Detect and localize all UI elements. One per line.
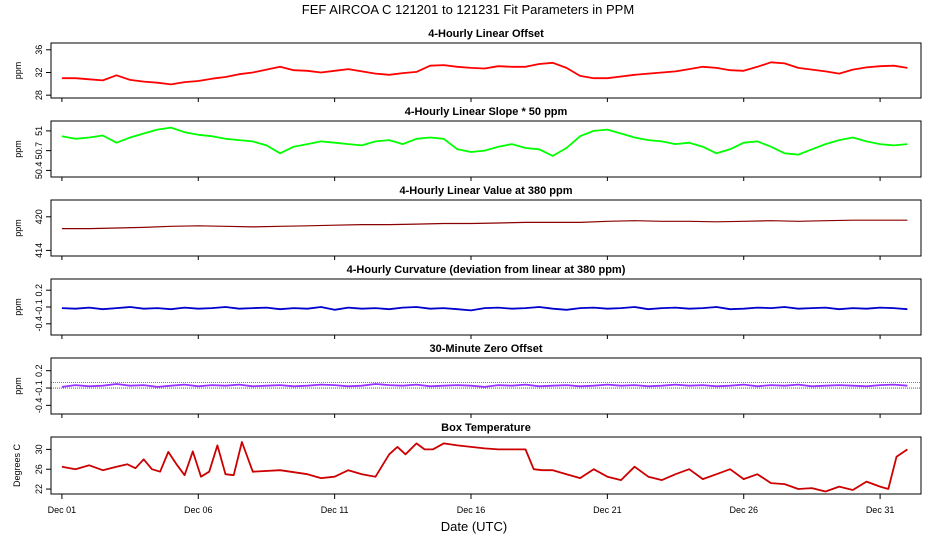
y-axis-label: ppm xyxy=(13,219,23,237)
plot-frame xyxy=(50,199,922,257)
panel-title: 4-Hourly Linear Value at 380 ppm xyxy=(399,185,572,197)
panel-title: 4-Hourly Linear Offset xyxy=(428,28,544,40)
y-tick-label: -0.4 xyxy=(34,316,44,332)
panel-title: 4-Hourly Curvature (deviation from linea… xyxy=(347,264,626,276)
panel-4: 4-Hourly Curvature (deviation from linea… xyxy=(13,264,922,339)
y-tick-label: 50.4 xyxy=(34,162,44,180)
x-tick-label: Dec 16 xyxy=(457,505,486,515)
y-axis-label: Degrees C xyxy=(12,443,22,487)
x-tick-label: Dec 11 xyxy=(321,505,349,515)
y-tick-label: -0.4 xyxy=(34,398,44,414)
x-axis: Dec 01 Dec 06 Dec 11 Dec 16 Dec 21 Dec 26 Dec … xyxy=(48,494,895,515)
panel-3: 4-Hourly Linear Value at 380 ppm ppm 414 42… xyxy=(13,185,922,260)
y-tick-label: 26 xyxy=(34,464,44,474)
panel-title: 30-Minute Zero Offset xyxy=(429,343,542,355)
x-tick-label: Dec 01 xyxy=(48,505,77,515)
x-axis-label: Date (UTC) xyxy=(441,519,507,534)
x-tick-label: Dec 26 xyxy=(729,505,758,515)
y-axis-label: ppm xyxy=(13,298,23,316)
y-tick-label: -0.1 xyxy=(34,299,44,315)
panel-6: Box Temperature Degrees C 22 26 30 xyxy=(12,422,922,495)
plot-frame xyxy=(50,42,922,99)
series-line xyxy=(61,441,908,493)
figure-title: FEF AIRCOA C 121201 to 121231 Fit Parame… xyxy=(302,2,634,17)
panel-1: 4-Hourly Linear Offset ppm 28 32 36 xyxy=(13,28,922,102)
y-axis-label: ppm xyxy=(13,62,23,80)
panel-title: Box Temperature xyxy=(441,422,531,434)
y-tick-label: 28 xyxy=(34,90,44,100)
x-tick-label: Dec 31 xyxy=(866,505,895,515)
panel-title: 4-Hourly Linear Slope * 50 ppm xyxy=(405,106,568,118)
y-tick-label: 36 xyxy=(34,45,44,55)
x-tick-label: Dec 21 xyxy=(593,505,622,515)
y-tick-label: 30 xyxy=(34,444,44,454)
y-axis-label: ppm xyxy=(13,140,23,158)
series-line xyxy=(61,219,908,230)
x-tick-label: Dec 06 xyxy=(184,505,213,515)
panels: 4-Hourly Linear Offsetppm2832364-Hourly … xyxy=(12,28,922,495)
series-line xyxy=(61,126,908,157)
plot-frame xyxy=(50,436,922,495)
y-tick-label: 22 xyxy=(34,484,44,494)
y-axis-label: ppm xyxy=(13,377,23,395)
y-tick-label: -0.1 xyxy=(34,380,44,396)
plot-frame xyxy=(50,357,922,415)
y-tick-label: 0.2 xyxy=(34,364,44,377)
y-tick-label: 420 xyxy=(34,209,44,224)
panel-5: 30-Minute Zero Offset ppm -0.4 -0.1 0.2 xyxy=(13,343,922,418)
series-line xyxy=(61,383,908,388)
plot-frame xyxy=(50,120,922,178)
panel-2: 4-Hourly Linear Slope * 50 ppm ppm 50.4 50.… xyxy=(13,106,922,181)
series-line xyxy=(61,61,908,86)
series-line xyxy=(61,306,908,312)
y-tick-label: 414 xyxy=(34,243,44,258)
y-tick-label: 32 xyxy=(34,67,44,77)
y-tick-label: 0.2 xyxy=(34,284,44,297)
y-tick-label: 51 xyxy=(34,126,44,136)
y-tick-label: 50.7 xyxy=(34,142,44,160)
